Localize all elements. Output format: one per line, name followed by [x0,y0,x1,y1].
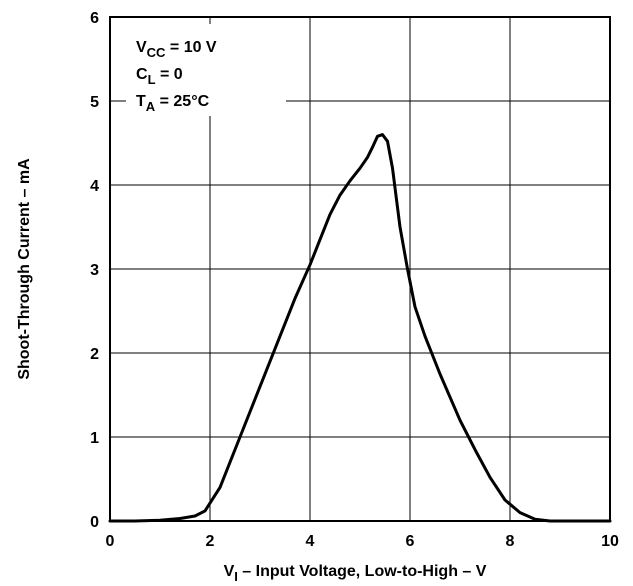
y-tick-label: 3 [90,262,99,279]
annotation-symbol: T [136,93,146,110]
annotation-line: CL = 0 [136,66,183,87]
annotation-background [126,24,286,116]
x-label-subscript: I [234,569,238,584]
x-tick-label: 6 [406,533,415,550]
x-axis-label: VI – Input Voltage, Low-to-High – V [224,563,487,584]
annotation-subscript: CC [147,45,166,60]
annotation-line: TA = 25°C [136,93,210,114]
y-tick-label: 2 [90,346,99,363]
x-tick-label: 4 [306,533,315,550]
annotation-value: = 25°C [155,93,209,110]
y-tick-label: 0 [90,514,99,531]
annotation-symbol: C [136,66,148,83]
x-label-text: – Input Voltage, Low-to-High – V [238,563,487,580]
y-tick-label: 5 [90,94,99,111]
y-axis-label: Shoot-Through Current – mA [16,158,33,380]
y-tick-label: 6 [90,10,99,27]
y-tick-label: 1 [90,430,99,447]
annotation-symbol: V [136,39,147,56]
annotation-line: VCC = 10 V [136,39,217,60]
x-axis-ticks: 0 2 4 6 8 10 [106,533,619,550]
x-tick-label: 8 [506,533,515,550]
y-axis-ticks: 0 1 2 3 4 5 6 [90,10,99,531]
annotation-subscript: A [146,99,156,114]
y-tick-label: 4 [90,178,99,195]
series-line [108,133,612,523]
x-tick-label: 0 [106,533,115,550]
plot-frame [109,16,611,522]
annotation-value: = 0 [156,66,183,83]
conditions-annotation: VCC = 10 V CL = 0 TA = 25°C [126,24,286,116]
annotation-subscript: L [148,72,156,87]
x-tick-label: 10 [601,533,619,550]
annotation-value: = 10 V [165,39,216,56]
series-group [108,133,612,523]
x-tick-label: 2 [206,533,215,550]
x-label-symbol: V [224,563,235,580]
